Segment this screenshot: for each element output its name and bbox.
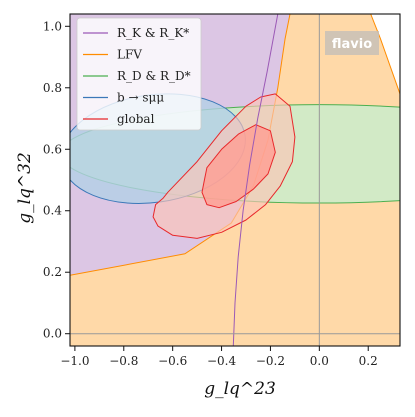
x-tick-label: −1.0 (60, 354, 89, 368)
lfv-region (70, 14, 400, 346)
x-axis-label: g_lq^23 (204, 379, 276, 399)
x-tick-label: −0.4 (207, 354, 237, 368)
y-tick-label: 0.4 (43, 204, 62, 218)
y-tick-label: 0.0 (43, 327, 62, 341)
y-tick-label: 0.6 (43, 142, 62, 156)
legend-label: LFV (117, 48, 142, 62)
global-1sigma (201, 124, 276, 209)
y-tick-label: 0.2 (43, 265, 62, 279)
legend-label: R_K & R_K* (117, 26, 189, 40)
legend: R_K & R_K* LFV R_D & R_D*b → sμμ global (76, 17, 202, 131)
flavio-watermark: flavio (325, 31, 379, 55)
x-tick-label: 0.2 (359, 354, 378, 368)
y-tick-label: 0.8 (43, 81, 62, 95)
lfv-boundary-right (370, 14, 400, 95)
rk-boundary (232, 14, 279, 346)
svg-text:flavio: flavio (332, 37, 372, 52)
legend-label: global (117, 112, 155, 126)
x-tick-label: −0.8 (109, 354, 138, 368)
legend-box (76, 17, 202, 131)
legend-label: b → sμμ (117, 91, 164, 105)
plot-frame (69, 13, 401, 347)
x-tick-label: −0.2 (256, 354, 285, 368)
y-axis-ticks: 0.0 0.2 0.4 0.6 0.8 1.0 (43, 19, 70, 341)
legend-label: R_D & R_D* (117, 69, 191, 83)
x-tick-label: 0.0 (310, 354, 329, 368)
y-tick-label: 1.0 (43, 19, 62, 33)
y-axis-label: g_lq^32 (15, 152, 35, 224)
x-axis-ticks: −1.0 −0.8 −0.6 −0.4 −0.2 0.0 0.2 (60, 346, 378, 368)
x-tick-label: −0.6 (158, 354, 187, 368)
